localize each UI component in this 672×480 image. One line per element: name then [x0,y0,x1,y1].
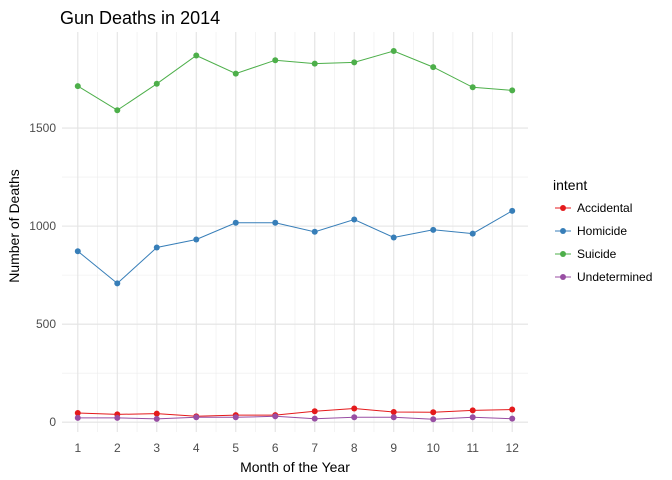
data-point-suicide [232,70,239,77]
data-point-suicide [272,57,279,64]
data-point-undetermined [272,413,279,420]
legend-title: intent [553,177,587,193]
series-group [74,48,516,423]
data-point-suicide [390,48,397,55]
chart-title: Gun Deaths in 2014 [60,8,220,28]
data-point-accidental [74,409,81,416]
data-point-accidental [351,405,358,412]
x-tick-label: 8 [351,441,358,455]
data-point-suicide [351,59,358,66]
y-tick-label: 1500 [29,121,56,135]
x-tick-label: 11 [466,441,479,455]
data-point-homicide [390,234,397,241]
legend-key-point [560,228,566,234]
data-point-homicide [74,248,81,255]
x-tick-label: 5 [232,441,239,455]
data-point-suicide [430,64,437,71]
data-point-suicide [193,52,200,59]
legend-item-undetermined: Undetermined [555,270,652,284]
series-undetermined [74,413,516,423]
data-point-suicide [114,107,121,114]
x-tick-label: 2 [114,441,121,455]
data-point-homicide [153,244,160,251]
data-point-homicide [430,226,437,233]
data-point-suicide [469,84,476,91]
legend: intent Accidental Homicide Suicide Undeterm… [553,177,652,284]
y-axis: 0 500 1000 1500 [29,121,56,429]
legend-key-point [560,205,566,211]
legend-label: Accidental [577,201,632,215]
data-point-homicide [311,228,318,235]
data-point-undetermined [311,415,318,422]
series-line-homicide [77,210,513,285]
data-point-homicide [193,236,200,243]
legend-item-suicide: Suicide [555,247,617,261]
data-point-undetermined [153,415,160,422]
series-line-suicide [77,50,513,111]
legend-item-homicide: Homicide [555,224,627,238]
series-line-accidental [77,407,513,417]
series-line-undetermined [77,415,513,420]
y-tick-label: 500 [36,317,56,331]
data-point-suicide [74,83,81,90]
data-point-undetermined [469,414,476,421]
data-point-accidental [509,406,516,413]
data-point-undetermined [390,414,397,421]
x-tick-label: 9 [390,441,397,455]
data-point-homicide [232,219,239,226]
data-point-homicide [351,216,358,223]
legend-item-accidental: Accidental [555,201,632,215]
data-point-undetermined [193,414,200,421]
y-tick-label: 0 [49,415,56,429]
y-axis-title: Number of Deaths [6,169,22,283]
data-point-accidental [153,410,160,417]
data-point-suicide [153,80,160,87]
data-point-homicide [114,280,121,287]
series-suicide [74,48,516,114]
x-tick-label: 4 [193,441,200,455]
data-point-accidental [469,407,476,414]
x-axis: 1 2 3 4 5 6 7 8 9 10 11 12 [74,441,519,455]
data-point-accidental [430,409,437,416]
legend-key-point [560,274,566,280]
data-point-undetermined [114,414,121,421]
data-point-homicide [272,219,279,226]
data-point-undetermined [430,416,437,423]
x-tick-label: 1 [74,441,81,455]
y-tick-label: 1000 [29,219,56,233]
data-point-undetermined [232,414,239,421]
legend-key-point [560,251,566,257]
x-tick-label: 7 [311,441,318,455]
data-point-homicide [469,230,476,237]
x-tick-label: 12 [506,441,520,455]
data-point-homicide [509,207,516,214]
data-point-accidental [311,408,318,415]
legend-label: Undetermined [577,270,652,284]
x-tick-label: 10 [427,441,441,455]
legend-label: Homicide [577,224,627,238]
series-homicide [74,207,516,287]
x-tick-label: 3 [153,441,160,455]
x-tick-label: 6 [272,441,279,455]
data-point-undetermined [509,415,516,422]
data-point-suicide [509,87,516,94]
legend-label: Suicide [577,247,617,261]
data-point-suicide [311,60,318,67]
data-point-undetermined [74,414,81,421]
x-axis-title: Month of the Year [240,459,350,475]
data-point-accidental [390,409,397,415]
data-point-undetermined [351,414,358,421]
